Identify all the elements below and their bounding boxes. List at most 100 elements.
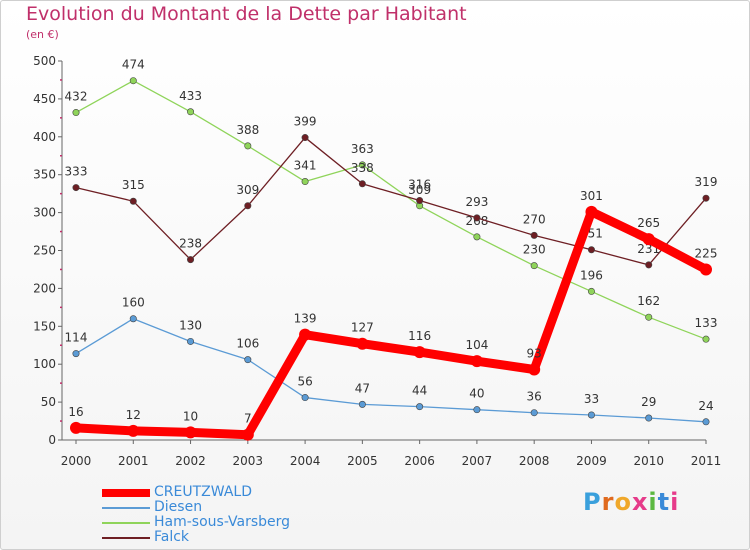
data-point bbox=[587, 246, 595, 254]
data-label: 433 bbox=[179, 89, 202, 103]
data-point bbox=[413, 346, 426, 359]
x-tick-label: 2011 bbox=[691, 454, 722, 468]
data-point bbox=[129, 197, 137, 205]
data-label: 270 bbox=[523, 212, 546, 226]
data-label: 474 bbox=[122, 58, 145, 72]
series-line-diesen bbox=[75, 318, 707, 423]
data-point bbox=[642, 233, 655, 246]
y-tick-label: 250 bbox=[33, 244, 56, 258]
data-label: 399 bbox=[294, 115, 317, 129]
data-point bbox=[702, 418, 710, 426]
data-label: 130 bbox=[179, 318, 202, 332]
data-point bbox=[72, 184, 80, 192]
data-point bbox=[187, 108, 195, 116]
data-label: 341 bbox=[294, 159, 317, 173]
data-label: 225 bbox=[695, 246, 718, 260]
x-tick-label: 2009 bbox=[576, 454, 607, 468]
chart-subtitle: (en €) bbox=[26, 28, 59, 41]
y-tick-label: 450 bbox=[33, 92, 56, 106]
y-tick-label: 50 bbox=[41, 395, 56, 409]
data-label: 338 bbox=[351, 161, 374, 175]
data-point bbox=[645, 313, 653, 321]
legend-label: CREUTZWALD bbox=[154, 484, 252, 500]
data-point bbox=[244, 356, 252, 364]
data-label: 230 bbox=[523, 243, 546, 257]
data-point bbox=[244, 202, 252, 210]
series-line-ham-sous-varsberg bbox=[75, 80, 707, 340]
data-label: 7 bbox=[244, 412, 252, 426]
data-point bbox=[244, 142, 252, 150]
y-tick-label: 0 bbox=[48, 433, 56, 447]
data-point bbox=[356, 337, 369, 350]
data-point bbox=[301, 394, 309, 402]
legend-label: Ham-sous-Varsberg bbox=[154, 514, 291, 530]
data-point bbox=[585, 205, 598, 218]
data-point bbox=[587, 287, 595, 295]
data-label: 315 bbox=[122, 178, 145, 192]
data-point bbox=[72, 109, 80, 117]
data-label: 316 bbox=[408, 177, 431, 191]
legend-swatch bbox=[102, 522, 150, 524]
data-point bbox=[301, 178, 309, 186]
data-point bbox=[72, 350, 80, 358]
data-point bbox=[187, 256, 195, 264]
legend-label: Diesen bbox=[154, 499, 203, 515]
data-label: 238 bbox=[179, 237, 202, 251]
data-point bbox=[700, 263, 712, 276]
legend-swatch bbox=[102, 489, 150, 497]
data-point bbox=[358, 400, 366, 408]
chart-title: Evolution du Montant de la Dette par Hab… bbox=[26, 3, 467, 25]
data-label: 106 bbox=[236, 337, 259, 351]
data-label: 133 bbox=[695, 316, 718, 330]
x-tick-label: 2004 bbox=[290, 454, 321, 468]
data-point bbox=[528, 363, 541, 376]
data-label: 333 bbox=[65, 165, 88, 179]
y-tick-label: 500 bbox=[33, 54, 56, 68]
data-point bbox=[129, 315, 137, 323]
proxiti-logo: Proxiti bbox=[583, 488, 680, 516]
data-point bbox=[473, 406, 481, 414]
data-point bbox=[702, 335, 710, 343]
x-tick-label: 2000 bbox=[61, 454, 92, 468]
x-tick-label: 2001 bbox=[118, 454, 149, 468]
data-label: 16 bbox=[68, 405, 83, 419]
data-label: 93 bbox=[527, 347, 542, 361]
data-point bbox=[184, 426, 197, 439]
data-point bbox=[70, 421, 82, 434]
x-tick-label: 2007 bbox=[462, 454, 493, 468]
data-label: 309 bbox=[408, 183, 431, 197]
y-tick-label: 350 bbox=[33, 168, 56, 182]
data-point bbox=[587, 411, 595, 419]
data-label: 33 bbox=[584, 392, 599, 406]
x-tick-label: 2008 bbox=[519, 454, 550, 468]
data-point bbox=[645, 414, 653, 422]
y-tick-label: 400 bbox=[33, 130, 56, 144]
data-point bbox=[358, 161, 366, 169]
x-tick-label: 2010 bbox=[633, 454, 664, 468]
data-label: 114 bbox=[65, 331, 88, 345]
data-label: 36 bbox=[527, 390, 542, 404]
series-line-creutzwald bbox=[71, 207, 711, 440]
data-point bbox=[129, 77, 137, 85]
data-label: 56 bbox=[297, 375, 312, 389]
data-point bbox=[187, 337, 195, 345]
data-point bbox=[473, 233, 481, 241]
x-tick-label: 2003 bbox=[233, 454, 264, 468]
data-point bbox=[127, 424, 140, 437]
legend-swatch bbox=[102, 537, 150, 539]
data-point bbox=[473, 214, 481, 222]
series-line-falck bbox=[75, 136, 707, 266]
x-tick-label: 2006 bbox=[404, 454, 435, 468]
data-label: 44 bbox=[412, 384, 427, 398]
x-tick-label: 2002 bbox=[175, 454, 206, 468]
data-label: 116 bbox=[408, 329, 431, 343]
data-point bbox=[358, 180, 366, 188]
data-label: 293 bbox=[465, 195, 488, 209]
y-tick-label: 300 bbox=[33, 206, 56, 220]
data-label: 29 bbox=[641, 395, 656, 409]
data-label: 363 bbox=[351, 142, 374, 156]
data-label: 139 bbox=[294, 312, 317, 326]
data-point bbox=[702, 194, 710, 202]
